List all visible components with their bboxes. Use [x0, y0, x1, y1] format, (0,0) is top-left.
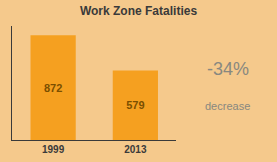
svg-text:Work Zone Fatalities: Work Zone Fatalities: [80, 4, 197, 18]
svg-text:decrease: decrease: [205, 100, 250, 112]
svg-text:872: 872: [44, 82, 62, 94]
svg-text:-34%: -34%: [207, 59, 249, 79]
svg-text:579: 579: [126, 99, 144, 111]
svg-text:2013: 2013: [124, 144, 147, 155]
svg-text:1999: 1999: [42, 144, 65, 155]
